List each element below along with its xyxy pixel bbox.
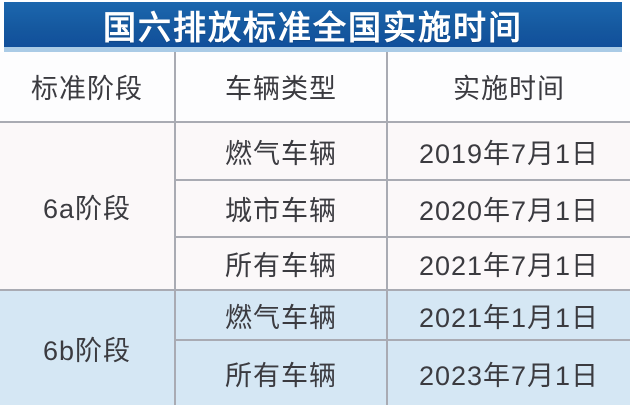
date-cell: 2021年7月1日	[386, 236, 630, 291]
vehicle-cell: 城市车辆	[174, 179, 388, 238]
table-row: 6b阶段 燃气车辆 2021年1月1日	[0, 289, 630, 405]
table-header-row: 标准阶段 车辆类型 实施时间	[0, 52, 630, 123]
date-cell: 2023年7月1日	[386, 339, 630, 405]
column-header-implementation-time: 实施时间	[386, 52, 630, 123]
title-banner: 国六排放标准全国实施时间	[4, 2, 622, 52]
column-header-stage: 标准阶段	[0, 52, 176, 123]
vehicle-cell: 所有车辆	[174, 339, 388, 405]
page-title: 国六排放标准全国实施时间	[103, 8, 523, 46]
vehicle-cell: 燃气车辆	[174, 121, 388, 181]
table-row: 6a阶段 燃气车辆 2019年7月1日	[0, 121, 630, 291]
column-header-vehicle-type: 车辆类型	[174, 52, 388, 123]
table-row: 所有车辆 2021年7月1日	[0, 236, 630, 291]
stage-cell-6a: 6a阶段	[0, 121, 176, 291]
date-cell: 2019年7月1日	[386, 121, 630, 181]
table-row: 城市车辆 2020年7月1日	[0, 179, 630, 238]
stage-cell-6b: 6b阶段	[0, 289, 176, 405]
emission-standard-table: 标准阶段 车辆类型 实施时间 6a阶段 燃气车辆 2019年7月1日 城市车辆 …	[0, 52, 630, 405]
implementation-table: 标准阶段 车辆类型 实施时间 6a阶段 燃气车辆 2019年7月1日 城市车辆 …	[0, 52, 630, 405]
date-cell: 2020年7月1日	[386, 179, 630, 238]
vehicle-cell: 燃气车辆	[174, 289, 388, 341]
vehicle-cell: 所有车辆	[174, 236, 388, 291]
date-cell: 2021年1月1日	[386, 289, 630, 341]
table-row: 所有车辆 2023年7月1日	[0, 339, 630, 405]
